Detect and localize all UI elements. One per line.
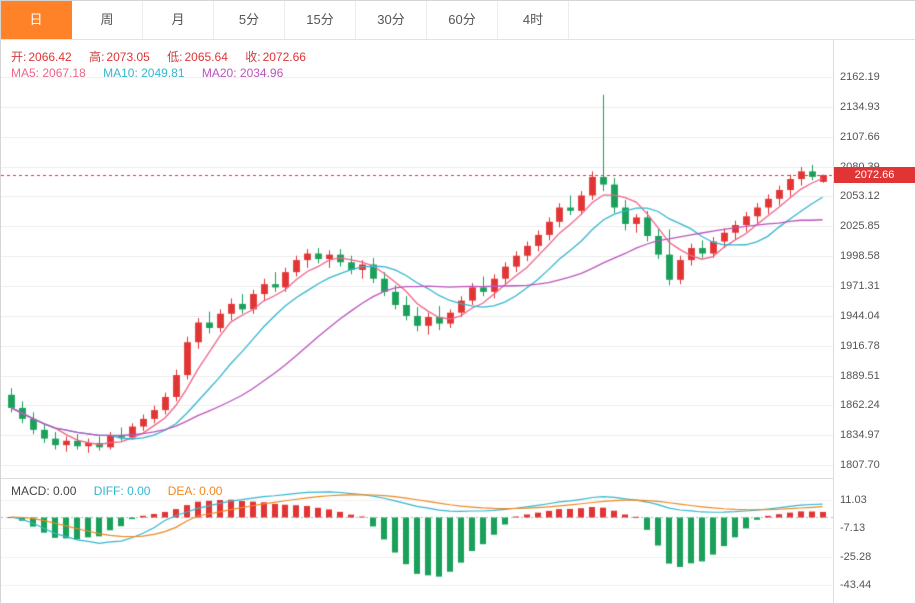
price-axis-label: 2107.66 [840, 130, 880, 143]
low-value: 2065.64 [184, 50, 228, 64]
price-axis-label: 1862.24 [840, 399, 880, 412]
price-axis-label: 1834.97 [840, 429, 880, 442]
tab-60min[interactable]: 60分 [427, 1, 498, 39]
close-value: 2072.66 [262, 50, 306, 64]
macd-label: MACD: [11, 484, 50, 498]
open-label: 开: [11, 50, 27, 64]
ma10-value: 2049.81 [141, 66, 185, 80]
macd-canvas[interactable] [1, 478, 833, 603]
diff-value: 0.00 [127, 484, 151, 498]
ma5-value: 2067.18 [42, 66, 86, 80]
tab-4hour[interactable]: 4时 [498, 1, 569, 39]
tab-30min[interactable]: 30分 [356, 1, 427, 39]
diff-value-readout: DIFF: 0.00 [94, 484, 151, 498]
chart-region: 开: 2066.42 高: 2073.05 低: 2065.64 收: 2072.66 … [1, 40, 915, 603]
high-label: 高: [89, 50, 105, 64]
timeframe-tabbar: 日 周 月 5分 15分 30分 60分 4时 [1, 1, 915, 40]
price-axis-label: 2053.12 [840, 190, 880, 203]
price-axis-label: 1998.58 [840, 250, 880, 263]
macd-axis-label: 11.03 [840, 493, 867, 506]
price-axis-label: 2162.19 [840, 71, 880, 84]
macd-axis-label: -43.44 [840, 579, 872, 592]
ma5-readout: MA5: 2067.18 [11, 66, 86, 80]
dea-value: 0.00 [199, 484, 223, 498]
price-axis-label: 2134.93 [840, 100, 880, 113]
ma20-label: MA20: [201, 66, 237, 80]
ma10-readout: MA10: 2049.81 [103, 66, 184, 80]
macd-axis-label: -7.13 [840, 522, 866, 535]
ma20-readout: MA20: 2034.96 [202, 66, 283, 80]
macd-value-readout: MACD: 0.00 [11, 484, 76, 498]
price-axis: 2072.66 2162.192134.932107.662080.392053… [833, 40, 915, 603]
price-axis-label: 1807.70 [840, 459, 880, 472]
high-value: 2073.05 [106, 50, 150, 64]
price-axis-label: 1944.04 [840, 309, 880, 322]
dea-value-readout: DEA: 0.00 [168, 484, 223, 498]
tab-week[interactable]: 周 [72, 1, 143, 39]
ma-readout: MA5: 2067.18 MA10: 2049.81 MA20: 2034.96 [11, 66, 297, 80]
tab-month[interactable]: 月 [143, 1, 214, 39]
price-axis-label: 2025.85 [840, 220, 880, 233]
ohlc-readout: 开: 2066.42 高: 2073.05 低: 2065.64 收: 2072.66 [11, 48, 320, 65]
diff-label: DIFF: [93, 484, 124, 498]
pane-divider [1, 478, 833, 479]
close-label: 收: [245, 50, 261, 64]
tab-5min[interactable]: 5分 [214, 1, 285, 39]
price-axis-label: 1971.31 [840, 280, 880, 293]
price-axis-label: 1889.51 [840, 369, 880, 382]
tab-15min[interactable]: 15分 [285, 1, 356, 39]
current-price-tag: 2072.66 [834, 167, 915, 184]
ma10-label: MA10: [103, 66, 138, 80]
macd-value: 0.00 [53, 484, 77, 498]
open-value: 2066.42 [28, 50, 72, 64]
low-label: 低: [167, 50, 183, 64]
ma5-label: MA5: [11, 66, 40, 80]
macd-axis-label: -25.28 [840, 550, 872, 563]
price-axis-label: 1916.78 [840, 339, 880, 352]
candlestick-canvas[interactable] [1, 40, 833, 478]
dea-label: DEA: [167, 484, 196, 498]
ma20-value: 2034.96 [239, 66, 284, 80]
macd-readout: MACD: 0.00 DIFF: 0.00 DEA: 0.00 [11, 484, 236, 498]
tab-day[interactable]: 日 [1, 1, 72, 39]
